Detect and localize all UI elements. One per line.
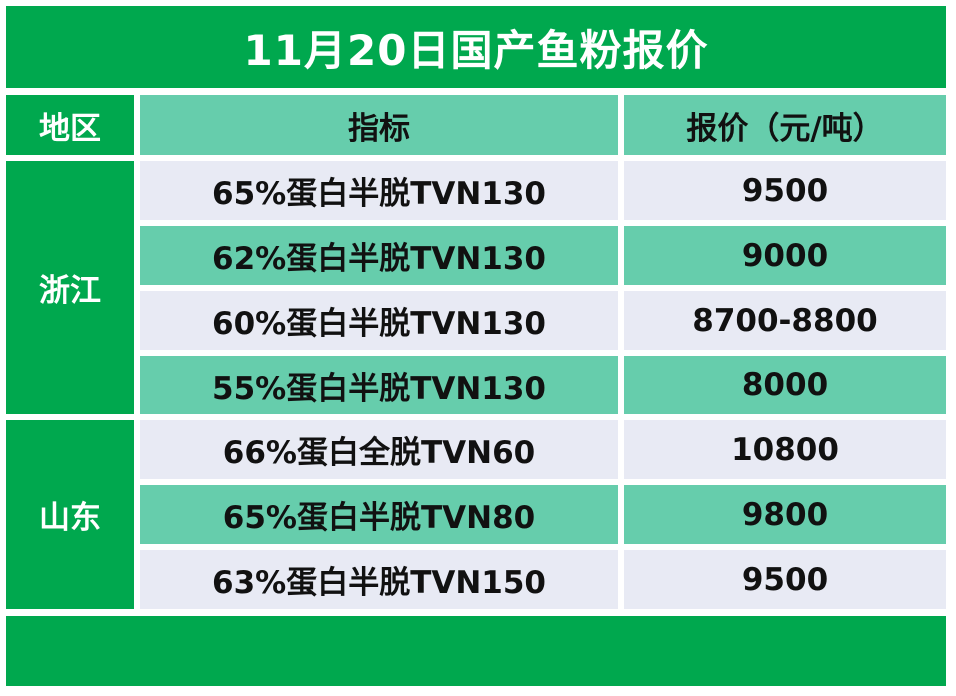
table-row-price: 8700-8800: [624, 291, 946, 350]
price-table-frame: 11月20日国产鱼粉报价 地区 指标 报价（元/吨） 浙江 65%蛋白半脱TVN…: [6, 6, 946, 686]
region-cell-zhejiang: 浙江: [6, 161, 134, 414]
footer-bar: [6, 616, 946, 686]
table-row-price: 10800: [624, 420, 946, 479]
region-cell-shandong: 山东: [6, 420, 134, 609]
table-row-indicator: 63%蛋白半脱TVN150: [140, 550, 618, 609]
table-row-indicator: 65%蛋白半脱TVN130: [140, 161, 618, 220]
header-region: 地区: [6, 95, 134, 155]
table-row-price: 8000: [624, 356, 946, 414]
table-row-price: 9800: [624, 485, 946, 544]
table-row-indicator: 66%蛋白全脱TVN60: [140, 420, 618, 479]
table-row-price: 9000: [624, 226, 946, 285]
table-row-price: 9500: [624, 161, 946, 220]
header-price: 报价（元/吨）: [624, 95, 946, 155]
header-indicator: 指标: [140, 95, 618, 155]
page-title: 11月20日国产鱼粉报价: [243, 25, 709, 75]
title-bar: 11月20日国产鱼粉报价: [6, 6, 946, 88]
table-row-indicator: 65%蛋白半脱TVN80: [140, 485, 618, 544]
table-row-price: 9500: [624, 550, 946, 609]
table-row-indicator: 62%蛋白半脱TVN130: [140, 226, 618, 285]
table-row-indicator: 55%蛋白半脱TVN130: [140, 356, 618, 414]
table-row-indicator: 60%蛋白半脱TVN130: [140, 291, 618, 350]
